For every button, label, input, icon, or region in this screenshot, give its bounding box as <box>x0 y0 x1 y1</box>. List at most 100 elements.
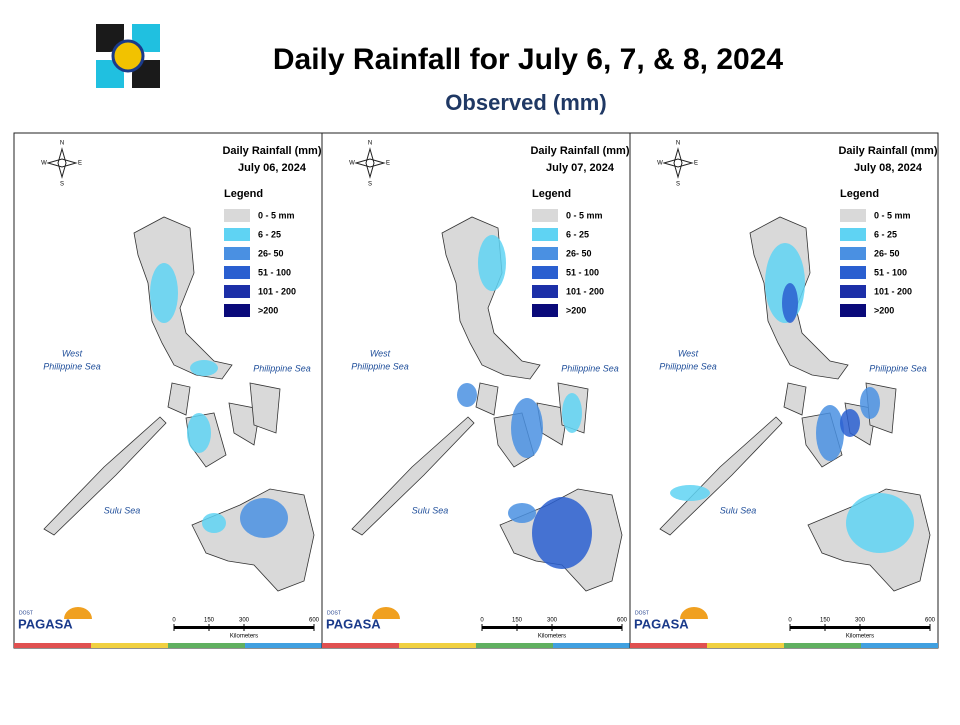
legend-swatch <box>224 266 250 279</box>
compass-n: N <box>368 141 372 147</box>
compass-s: S <box>676 182 680 188</box>
color-stripe <box>14 643 91 648</box>
rain-area <box>508 503 536 523</box>
color-stripe <box>476 643 553 648</box>
map-title: Daily Rainfall (mm) <box>530 145 629 157</box>
compass-e: E <box>694 161 698 167</box>
map-date: July 08, 2024 <box>854 162 923 174</box>
legend-label: 101 - 200 <box>566 286 604 296</box>
compass-n: N <box>60 141 64 147</box>
legend-swatch <box>840 304 866 317</box>
color-stripe <box>168 643 245 648</box>
slide-title: Daily Rainfall for July 6, 7, & 8, 2024 <box>273 43 784 76</box>
scale-tick-label: 0 <box>788 618 792 624</box>
color-stripe <box>399 643 476 648</box>
sea-label: Philippine Sea <box>43 361 101 371</box>
agency-label: DOST <box>19 610 33 616</box>
compass-w: W <box>349 161 355 167</box>
scale-tick-label: 300 <box>855 618 866 624</box>
scale-tick-label: 150 <box>512 618 523 624</box>
legend-swatch <box>532 266 558 279</box>
sea-label: West <box>370 348 391 358</box>
agency-label: DOST <box>635 610 649 616</box>
scale-tick-label: 0 <box>172 618 176 624</box>
legend-label: 6 - 25 <box>874 229 897 239</box>
rain-area <box>670 485 710 501</box>
scale-tick-label: 300 <box>547 618 558 624</box>
agency-umbrella <box>680 607 708 619</box>
legend-swatch <box>224 304 250 317</box>
legend-label: 101 - 200 <box>258 286 296 296</box>
sea-label: Sulu Sea <box>412 505 449 515</box>
rain-area <box>240 498 288 538</box>
color-stripe <box>322 643 399 648</box>
color-stripe <box>553 643 630 648</box>
legend-label: >200 <box>874 305 894 315</box>
map-date: July 06, 2024 <box>238 162 307 174</box>
rain-area <box>457 383 477 407</box>
legend-swatch <box>532 247 558 260</box>
scale-tick-label: 150 <box>820 618 831 624</box>
legend-label: 51 - 100 <box>566 267 599 277</box>
land <box>43 416 167 536</box>
agency-name: PAGASA <box>634 616 689 631</box>
land <box>659 416 783 536</box>
compass-w: W <box>41 161 47 167</box>
legend-swatch <box>840 285 866 298</box>
scale-tick-label: 600 <box>309 618 320 624</box>
sea-label: Philippine Sea <box>561 363 619 373</box>
compass-e: E <box>78 161 82 167</box>
compass <box>662 147 694 179</box>
scale-unit: Kilometers <box>846 634 874 640</box>
legend-swatch <box>532 209 558 222</box>
land <box>133 216 233 380</box>
color-stripe <box>245 643 322 648</box>
sea-label: Sulu Sea <box>104 505 141 515</box>
legend-title: Legend <box>840 188 879 200</box>
legend-label: 26- 50 <box>566 248 592 258</box>
rain-area <box>532 497 592 569</box>
sea-label: West <box>62 348 83 358</box>
sea-label: Sulu Sea <box>720 505 757 515</box>
slide-subtitle: Observed (mm) <box>445 90 606 115</box>
legend-swatch <box>532 304 558 317</box>
legend-label: 0 - 5 mm <box>566 210 603 220</box>
land <box>167 382 191 416</box>
rain-area <box>150 263 178 323</box>
legend-swatch <box>532 228 558 241</box>
agency-name: PAGASA <box>326 616 381 631</box>
rain-area <box>202 513 226 533</box>
land <box>475 382 499 416</box>
rain-area <box>840 409 860 437</box>
legend-label: 6 - 25 <box>566 229 589 239</box>
logo-seal <box>111 39 145 73</box>
legend-label: 51 - 100 <box>258 267 291 277</box>
rain-area <box>511 398 543 458</box>
rain-area <box>187 413 211 453</box>
rain-area <box>860 387 880 419</box>
color-stripe <box>707 643 784 648</box>
legend-label: 26- 50 <box>874 248 900 258</box>
compass-s: S <box>368 182 372 188</box>
scale-tick-label: 150 <box>204 618 215 624</box>
sea-label: Philippine Sea <box>351 361 409 371</box>
map-panel: N S E W Daily Rainfall (mm) July 08, 2024 Lege… <box>629 132 939 649</box>
land <box>351 416 475 536</box>
sea-label: Philippine Sea <box>253 363 311 373</box>
scale-tick-label: 600 <box>925 618 936 624</box>
rain-area <box>782 283 798 323</box>
legend-label: 51 - 100 <box>874 267 907 277</box>
map-title: Daily Rainfall (mm) <box>838 145 937 157</box>
legend-swatch <box>532 285 558 298</box>
land <box>228 402 261 446</box>
rain-area <box>846 493 914 553</box>
compass <box>46 147 78 179</box>
land <box>249 382 281 434</box>
scale-tick-label: 600 <box>617 618 628 624</box>
legend-swatch <box>840 228 866 241</box>
legend-swatch <box>224 285 250 298</box>
map-panel: N S E W Daily Rainfall (mm) July 06, 2024 Lege… <box>13 132 323 649</box>
legend-swatch <box>224 247 250 260</box>
